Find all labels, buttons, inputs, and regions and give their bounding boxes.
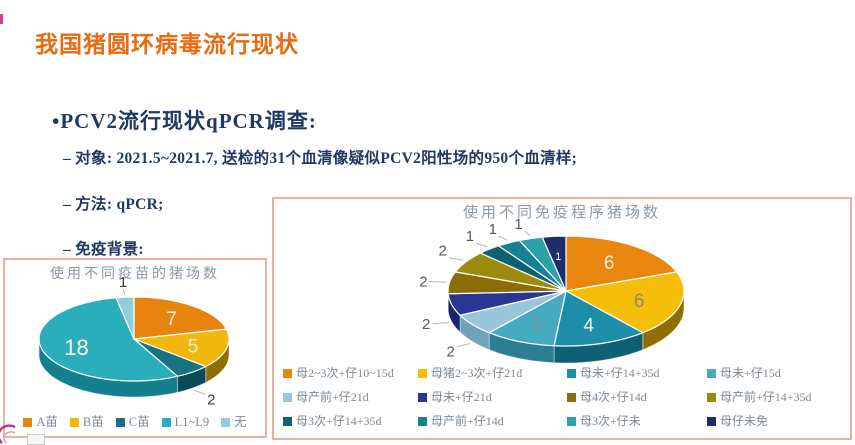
legend-swatch-icon bbox=[707, 393, 716, 402]
pie-data-label: 6 bbox=[604, 253, 615, 274]
pie-data-label: 2 bbox=[422, 316, 430, 333]
legend-label: C苗 bbox=[129, 415, 150, 429]
logo-arc-icon bbox=[0, 424, 26, 443]
legend-label: 无 bbox=[234, 415, 247, 429]
legend-item: 母4次+仔14d bbox=[567, 390, 707, 404]
legend-label: 母产前+仔14+35d bbox=[720, 390, 812, 404]
legend-item: 母未+仔15d bbox=[707, 366, 850, 380]
pie-data-label: 1 bbox=[555, 251, 561, 263]
legend-label: 母产前+仔14d bbox=[431, 414, 504, 428]
vaccine-pie-legend: A苗 B苗 C苗 L1~L9 无 bbox=[5, 415, 265, 429]
legend-label: 母未+仔21d bbox=[431, 390, 492, 404]
legend-swatch-icon bbox=[567, 417, 576, 426]
label-leader-line bbox=[432, 323, 448, 324]
pie-data-label: 6 bbox=[634, 291, 645, 312]
legend-swatch-icon bbox=[70, 418, 79, 427]
legend-label: 母仔未免 bbox=[720, 414, 768, 428]
legend-swatch-icon bbox=[221, 418, 230, 427]
legend-swatch-icon bbox=[418, 393, 427, 402]
pie-slices bbox=[448, 236, 684, 346]
legend-item: 无 bbox=[221, 415, 247, 429]
pie-data-label: 2 bbox=[447, 344, 455, 361]
bullet-method: – 方法: qPCR; bbox=[63, 192, 164, 214]
pie-data-label: 7 bbox=[166, 309, 177, 330]
page-title: 我国猪圆环病毒流行现状 bbox=[35, 25, 299, 59]
pie-data-label: 1 bbox=[119, 274, 127, 291]
legend-label: B苗 bbox=[83, 415, 104, 429]
legend-item: 母2~3次+仔10~15d bbox=[283, 366, 418, 380]
legend-swatch-icon bbox=[707, 417, 716, 426]
pie-data-label: 1 bbox=[466, 228, 474, 245]
label-leader-line bbox=[525, 231, 530, 236]
label-leader-line bbox=[449, 258, 463, 261]
edge-decoration bbox=[0, 14, 3, 24]
pie-data-label: 3 bbox=[531, 314, 542, 335]
bullet-object: – 对象: 2021.5~2021.7, 送检的31个血清像疑似PCV2阳性场的… bbox=[63, 146, 577, 168]
legend-label: 母2~3次+仔10~15d bbox=[296, 366, 394, 380]
bullet-immune-background: – 免疫背景: bbox=[63, 237, 144, 259]
label-leader-line bbox=[457, 344, 470, 347]
legend-label: L1~L9 bbox=[175, 415, 210, 429]
legend-swatch-icon bbox=[283, 417, 292, 426]
label-leader-line bbox=[476, 243, 487, 247]
legend-swatch-icon bbox=[116, 418, 125, 427]
watermark-chip bbox=[27, 434, 45, 445]
legend-swatch-icon bbox=[162, 418, 171, 427]
immune-program-chart-title: 使用不同免疫程序猪场数 bbox=[274, 204, 850, 222]
legend-swatch-icon bbox=[418, 369, 427, 378]
legend-label: 母3次+仔未 bbox=[580, 414, 641, 428]
pie-data-label: 1 bbox=[489, 221, 497, 238]
legend-label: 母4次+仔14d bbox=[580, 390, 647, 404]
legend-label: 母3次+仔14+35d bbox=[296, 414, 382, 428]
label-leader-line bbox=[499, 236, 507, 240]
vaccine-chart-title: 使用不同疫苗的猪场数 bbox=[5, 266, 265, 283]
legend-label: A苗 bbox=[36, 415, 58, 429]
legend-item: A苗 bbox=[23, 415, 58, 429]
legend-item: 母仔未免 bbox=[707, 414, 850, 428]
legend-item: 母未+仔14+35d bbox=[567, 366, 707, 380]
section-heading: •PCV2流行现状qPCR调查: bbox=[52, 105, 317, 135]
legend-item: 母产前+仔14d bbox=[418, 414, 567, 428]
watermark-logo bbox=[0, 424, 26, 443]
legend-item: 母产前+仔14+35d bbox=[707, 390, 850, 404]
pie-data-label: 1 bbox=[514, 216, 522, 233]
legend-swatch-icon bbox=[283, 369, 292, 378]
pie-data-label: 2 bbox=[439, 243, 447, 260]
legend-item: 母3次+仔14+35d bbox=[283, 414, 418, 428]
legend-swatch-icon bbox=[707, 369, 716, 378]
immune-program-pie-legend: 母2~3次+仔10~15d 母猪2~3次+仔21d 母未+仔14+35d 母未+仔15… bbox=[274, 366, 850, 428]
legend-swatch-icon bbox=[283, 393, 292, 402]
legend-item: 母3次+仔未 bbox=[567, 414, 707, 428]
legend-item: C苗 bbox=[116, 415, 150, 429]
legend-label: 母未+仔15d bbox=[720, 366, 781, 380]
legend-item: 母猪2~3次+仔21d bbox=[418, 366, 567, 380]
legend-label: 母产前+仔21d bbox=[296, 390, 369, 404]
legend-swatch-icon bbox=[418, 417, 427, 426]
legend-label: 母猪2~3次+仔21d bbox=[431, 366, 522, 380]
pie-data-label: 5 bbox=[188, 336, 199, 357]
legend-item: L1~L9 bbox=[162, 415, 210, 429]
pie-data-label: 2 bbox=[207, 391, 215, 408]
label-leader-line bbox=[195, 390, 206, 394]
label-leader-line bbox=[430, 281, 447, 282]
legend-item: 母未+仔21d bbox=[418, 390, 567, 404]
pie-data-label: 2 bbox=[419, 273, 427, 290]
legend-item: 母产前+仔21d bbox=[283, 390, 418, 404]
legend-swatch-icon bbox=[567, 369, 576, 378]
legend-label: 母未+仔14+35d bbox=[580, 366, 660, 380]
legend-swatch-icon bbox=[567, 393, 576, 402]
legend-item: B苗 bbox=[70, 415, 104, 429]
pie-data-label: 18 bbox=[64, 335, 88, 360]
pie-data-label: 4 bbox=[583, 316, 594, 337]
